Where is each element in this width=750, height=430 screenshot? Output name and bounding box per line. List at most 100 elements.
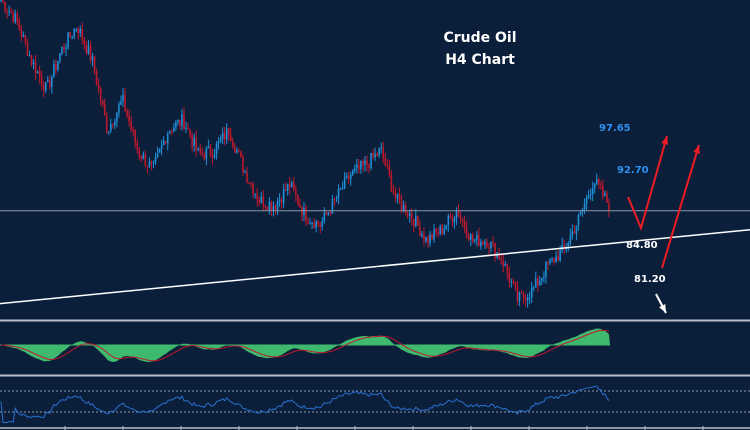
candle-body [547,262,549,264]
candle-body [234,145,236,153]
candle-body [480,241,482,247]
candle-body [504,264,507,266]
candle-body [53,64,55,77]
candle-body [244,171,246,173]
candle-body [189,129,191,137]
candle-body [598,179,600,185]
candle-body [116,112,118,122]
candle-body [211,154,214,158]
candle-body [103,104,106,116]
candle-body [295,189,297,195]
candle-body [260,196,263,203]
candle-body [421,234,423,237]
candle-body [482,241,484,245]
candle-body [22,34,25,37]
candle-body [95,71,98,85]
candle-body [49,80,51,88]
candle-body [272,206,275,211]
candle-body [415,216,417,227]
candle-body [232,141,234,146]
candle-body [321,221,324,227]
candle-body [354,167,356,171]
candle-body [0,0,2,2]
candle-body [14,13,17,22]
candle-body [585,197,588,204]
candle-body [8,11,10,13]
candle-body [132,129,134,131]
candle-body [16,13,19,22]
arrow-path-up-2-head [693,145,700,154]
candle-body [67,32,69,48]
candle-body [246,171,248,183]
candle-body [408,213,411,216]
candle-body [514,283,517,288]
candle-body [476,234,478,240]
candle-body [148,161,151,167]
candle-body [455,210,458,219]
candle-body [471,234,474,242]
candle-body [374,153,376,158]
candle-body [118,104,120,113]
candle-body [311,222,313,224]
candle-body [236,150,238,153]
candle-body [465,227,468,237]
candle-body [396,194,399,199]
trendline [0,228,750,305]
candle-body [370,153,372,168]
candle-body [81,28,84,40]
candle-body [229,134,232,142]
candle-body [162,141,165,146]
candle-body [500,259,502,261]
candle-body [473,239,476,242]
candle-body [264,206,267,208]
candle-body [4,1,6,11]
candle-body [606,193,608,203]
arrow-path-up-2 [661,144,700,269]
candle-body [252,183,254,195]
candle-body [73,29,75,37]
candle-body [187,127,189,130]
candle-body [366,160,368,165]
arrow-path-up-1-head [661,136,669,145]
candle-body [386,165,389,167]
chart-subtitle: H4 Chart [445,52,515,68]
candle-body [65,47,67,50]
candle-body [128,115,130,122]
candle-body [319,224,322,227]
candle-body [32,62,35,65]
candle-body [223,133,226,140]
candle-body [87,45,90,54]
candle-body [183,114,185,129]
candle-body [97,84,100,89]
candle-body [59,53,61,62]
candle-body [453,218,456,222]
candle-body [63,46,65,50]
candle-body [20,29,23,37]
candle-body [587,195,590,198]
candle-body [75,28,78,30]
candle-body [164,141,167,144]
candle-body [34,62,37,74]
candle-body [595,179,598,184]
candle-body [152,162,155,164]
candle-body [171,130,173,132]
candle-body [201,153,204,155]
candle-body [77,28,80,34]
candle-body [510,281,513,283]
candle-body [18,21,21,30]
candle-body [463,221,466,228]
candle-body [451,217,454,222]
candle-body [276,201,279,210]
candle-body [280,199,283,203]
candle-body [516,287,519,301]
candle-body [270,201,273,211]
candle-body [378,148,380,156]
candle-body [122,94,124,102]
candle-body [457,210,460,217]
candle-body [494,242,496,258]
candle-body [380,147,383,149]
candle-body [256,193,258,200]
candle-body [254,193,256,195]
candle-body [173,127,175,132]
candle-body [608,202,610,212]
